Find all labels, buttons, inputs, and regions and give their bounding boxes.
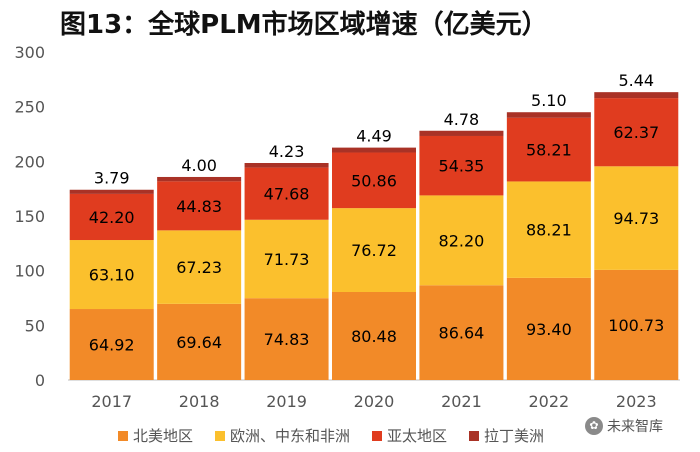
x-tick-label: 2022	[528, 392, 569, 411]
data-label: 63.10	[89, 266, 135, 285]
legend-label: 欧洲、中东和非洲	[230, 427, 351, 445]
legend-item-north-america: 北美地区	[118, 425, 193, 446]
x-tick-label: 2020	[354, 392, 395, 411]
data-label: 3.79	[94, 169, 130, 188]
bar-segment	[506, 181, 591, 278]
data-label: 58.21	[526, 141, 572, 160]
data-label: 100.73	[608, 316, 664, 335]
data-label: 86.64	[439, 324, 485, 343]
data-label: 4.49	[356, 127, 392, 146]
data-label: 5.44	[618, 71, 654, 90]
data-label: 5.10	[531, 91, 567, 110]
legend-item-emea: 欧洲、中东和非洲	[215, 425, 350, 446]
bar-segment	[506, 112, 591, 118]
bar-segment	[157, 181, 242, 231]
bar-segment	[244, 219, 329, 299]
wechat-icon: ✿	[585, 417, 603, 435]
bar-segment	[594, 269, 679, 380]
data-label: 54.35	[439, 157, 485, 176]
data-label: 4.00	[181, 156, 217, 175]
bar-segment	[419, 130, 504, 136]
bar-segment	[244, 167, 329, 220]
bar-segment	[419, 135, 504, 196]
bar-segment	[332, 147, 416, 153]
y-tick-label: 300	[14, 43, 45, 62]
y-tick-label: 200	[14, 152, 45, 171]
chart-title: 图13：全球PLM市场区域增速（亿美元）	[60, 10, 548, 40]
watermark: ✿ 未来智库	[585, 416, 663, 436]
y-tick-label: 100	[14, 262, 45, 281]
data-label: 62.37	[613, 123, 659, 142]
y-tick-label: 50	[25, 316, 45, 335]
bar-segment	[69, 193, 154, 241]
bar-segment	[506, 117, 591, 182]
bar-segment	[594, 98, 679, 167]
data-label: 4.23	[269, 142, 305, 161]
bar-segment	[594, 166, 679, 270]
bar-segment	[157, 230, 242, 304]
data-label: 47.68	[264, 185, 310, 204]
bar-segment	[69, 189, 154, 194]
data-label: 88.21	[526, 221, 572, 240]
bar-segment	[419, 285, 504, 380]
data-label: 64.92	[89, 336, 135, 355]
x-tick-label: 2019	[266, 392, 307, 411]
y-tick-label: 0	[35, 371, 45, 390]
legend-item-asia-pacific: 亚太地区	[372, 425, 447, 446]
x-tick-label: 2023	[616, 392, 657, 411]
data-label: 76.72	[351, 241, 397, 260]
x-tick-label: 2018	[179, 392, 220, 411]
legend-label: 北美地区	[133, 427, 194, 445]
data-label: 93.40	[526, 320, 572, 339]
data-label: 42.20	[89, 208, 135, 227]
data-label: 94.73	[613, 209, 659, 228]
bar-segment	[594, 92, 679, 99]
bar-segment	[157, 303, 242, 380]
data-label: 67.23	[176, 258, 222, 277]
bar-segment	[157, 176, 242, 182]
legend-label: 拉丁美洲	[484, 427, 545, 445]
x-tick-label: 2021	[441, 392, 482, 411]
bar-segment	[332, 208, 416, 293]
legend-swatch	[118, 430, 128, 441]
bar-segment	[332, 292, 416, 380]
legend-swatch	[372, 430, 383, 441]
data-label: 44.83	[176, 197, 222, 216]
legend-swatch	[469, 430, 480, 441]
bar-segment	[69, 309, 154, 380]
bar-segment	[419, 195, 504, 286]
bar-segment	[244, 298, 329, 380]
legend: 北美地区 欧洲、中东和非洲 亚太地区 拉丁美洲	[118, 425, 544, 446]
y-tick-label: 150	[14, 207, 45, 226]
bar-segment	[244, 163, 329, 168]
data-label: 80.48	[351, 327, 397, 346]
legend-label: 亚太地区	[387, 427, 448, 445]
data-label: 71.73	[264, 250, 310, 269]
bar-segment	[69, 240, 154, 310]
data-label: 4.78	[444, 110, 480, 129]
legend-swatch	[215, 430, 226, 441]
data-label: 50.86	[351, 171, 397, 190]
data-label: 82.20	[439, 231, 485, 250]
bar-segment	[506, 277, 591, 380]
bar-segment	[332, 152, 416, 209]
data-label: 69.64	[176, 333, 222, 352]
watermark-text: 未来智库	[607, 419, 663, 435]
y-tick-label: 250	[14, 98, 45, 117]
x-tick-label: 2017	[91, 392, 132, 411]
data-label: 74.83	[264, 330, 310, 349]
legend-item-latin-america: 拉丁美洲	[469, 425, 544, 446]
stacked-bar-chart: 0 50 100 150 200 250 300 64.92 63.10 42.20 3.79 201…	[14, 43, 680, 411]
